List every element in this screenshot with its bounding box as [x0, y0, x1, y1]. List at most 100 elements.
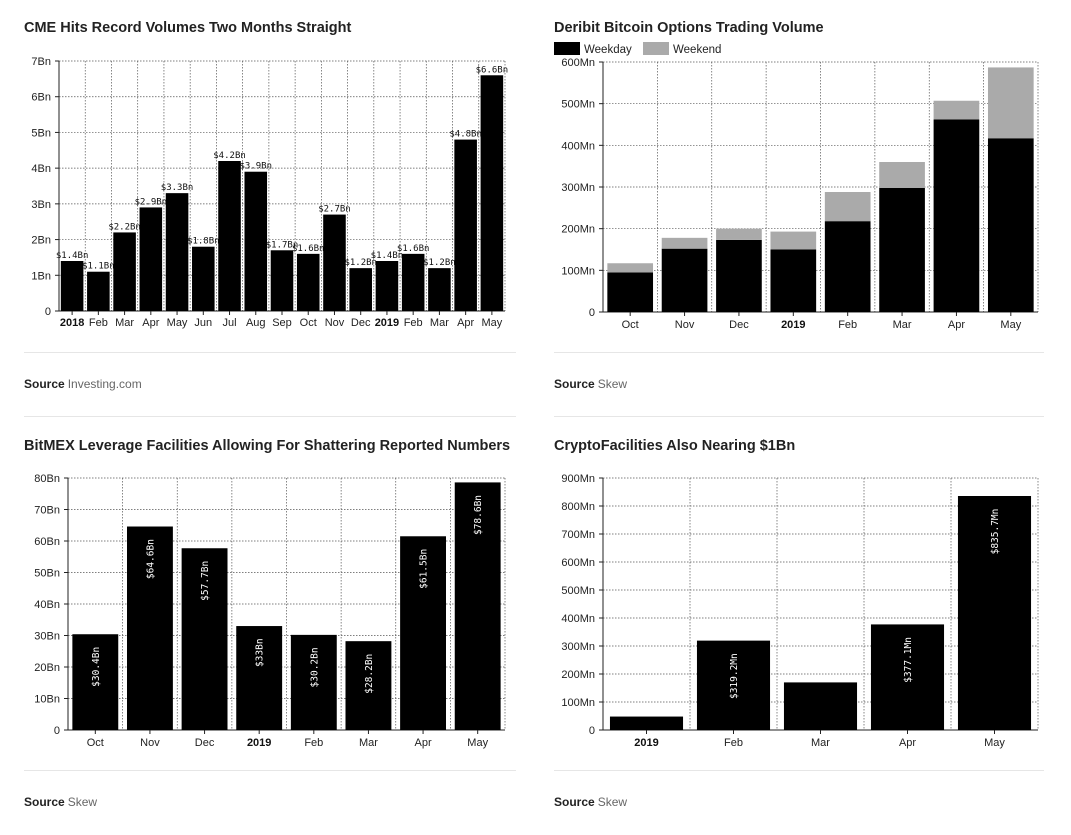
y-tick-label: 900Mn: [561, 473, 595, 485]
y-tick-label: 300Mn: [561, 182, 595, 194]
data-label: $64.6Bn: [145, 539, 156, 579]
data-label: $377.1Mn: [903, 637, 914, 683]
chart-svg: 0 1Bn 2Bn 3Bn 4Bn 5Bn 6Bn 7Bn $1.4Bn 2018 $1.1Bn Fe…: [31, 56, 509, 329]
data-label: $78.6Bn: [473, 495, 484, 535]
source-line: Source Skew: [24, 795, 97, 809]
legend-swatch-weekday: [554, 42, 580, 55]
chart-svg: Weekday Weekend 0 100Mn 200Mn 300Mn 400Mn 500Mn…: [554, 42, 1039, 331]
bar-weekday: [879, 187, 925, 312]
divider: [24, 416, 516, 417]
y-tick-label: 400Mn: [561, 140, 595, 152]
data-label: $57.7Bn: [200, 561, 211, 601]
data-label: $4.8Bn: [449, 130, 482, 140]
source-text: Skew: [597, 795, 628, 809]
bar: [113, 232, 136, 311]
x-tick-label: Nov: [675, 319, 695, 331]
source-text: Skew: [67, 795, 98, 809]
bar-weekday: [987, 138, 1034, 312]
divider: [24, 770, 516, 771]
bar: [87, 271, 110, 311]
bar: [181, 548, 228, 730]
bar: [454, 482, 501, 730]
data-label: $61.5Bn: [419, 549, 430, 589]
bar: [783, 682, 858, 730]
x-tick-label: 2019: [247, 737, 271, 749]
divider: [554, 416, 1044, 417]
bar-weekday: [607, 272, 654, 312]
y-tick-label: 800Mn: [561, 501, 595, 513]
y-tick-label: 10Bn: [34, 694, 60, 706]
x-tick-label: May: [1000, 319, 1021, 331]
chart-panel-deribit: Deribit Bitcoin Options Trading Volume W…: [554, 20, 1049, 420]
bar: [296, 253, 320, 311]
y-tick-label: 2Bn: [31, 235, 51, 247]
bar: [270, 250, 294, 311]
bar: [60, 261, 84, 311]
x-tick-label: May: [167, 317, 188, 329]
bar-weekend: [824, 192, 871, 222]
bar: [126, 526, 173, 730]
bar: [345, 641, 392, 730]
bar: [454, 139, 477, 311]
y-tick-label: 0: [589, 307, 595, 319]
data-label: $6.6Bn: [476, 65, 509, 75]
chart-panel-cryptofacilities: CryptoFacilities Also Nearing $1Bn 0 100M…: [554, 438, 1049, 833]
source-label: Source: [554, 795, 595, 809]
chart-svg: 0 10Bn 20Bn 30Bn 40Bn 50Bn 60Bn 70Bn 80Bn $30.4Bn…: [34, 473, 506, 749]
y-tick-label: 600Mn: [561, 557, 595, 569]
x-tick-label: Jun: [194, 317, 212, 329]
source-label: Source: [24, 377, 65, 391]
x-tick-label: 2019: [375, 317, 399, 329]
x-tick-label: Nov: [325, 317, 345, 329]
bar: [349, 268, 372, 311]
data-label: $28.2Bn: [364, 654, 375, 694]
bar: [428, 268, 451, 311]
x-tick-label: Feb: [724, 737, 743, 749]
y-tick-label: 4Bn: [31, 163, 51, 175]
x-tick-label: Apr: [415, 737, 432, 749]
bar: [957, 496, 1032, 730]
x-tick-label: Oct: [87, 737, 104, 749]
source-text: Skew: [597, 377, 628, 391]
chart-title: CME Hits Record Volumes Two Months Strai…: [24, 20, 352, 36]
bar: [165, 193, 189, 311]
y-tick-label: 500Mn: [561, 99, 595, 111]
x-tick-label: Sep: [272, 317, 292, 329]
data-label: $1.4Bn: [56, 251, 89, 261]
y-tick-label: 3Bn: [31, 199, 51, 211]
y-tick-label: 0: [45, 306, 51, 318]
data-label: $1.8Bn: [187, 237, 220, 247]
chart-svg: 0 100Mn 200Mn 300Mn 400Mn 500Mn 600Mn 700Mn 800M…: [561, 473, 1039, 749]
bar-weekend: [607, 263, 654, 273]
bar: [401, 253, 425, 311]
legend-label-weekday: Weekday: [584, 44, 632, 56]
y-tick-label: 200Mn: [561, 224, 595, 236]
source-label: Source: [24, 795, 65, 809]
y-tick-label: 400Mn: [561, 613, 595, 625]
bar: [72, 634, 119, 730]
x-tick-label: Mar: [115, 317, 134, 329]
bar: [290, 634, 337, 730]
bar-weekend: [933, 100, 980, 120]
divider: [554, 770, 1044, 771]
y-tick-label: 500Mn: [561, 585, 595, 597]
data-label: $1.4Bn: [371, 251, 404, 261]
bar-weekend: [770, 231, 817, 250]
data-label: $33Bn: [255, 638, 266, 667]
bar: [244, 171, 268, 311]
data-label: $1.2Bn: [344, 258, 377, 268]
x-tick-label: May: [984, 737, 1005, 749]
y-tick-label: 300Mn: [561, 641, 595, 653]
x-tick-label: Apr: [948, 319, 965, 331]
y-tick-label: 1Bn: [31, 270, 51, 282]
x-tick-label: Apr: [899, 737, 916, 749]
bar: [609, 716, 684, 730]
bar-weekend: [987, 67, 1034, 139]
bar: [236, 626, 283, 730]
data-label: $1.6Bn: [397, 244, 430, 254]
data-label: $3.9Bn: [240, 162, 273, 172]
y-tick-label: 40Bn: [34, 599, 60, 611]
x-tick-label: Jul: [222, 317, 236, 329]
data-label: $3.3Bn: [161, 183, 194, 193]
bar: [218, 161, 241, 311]
